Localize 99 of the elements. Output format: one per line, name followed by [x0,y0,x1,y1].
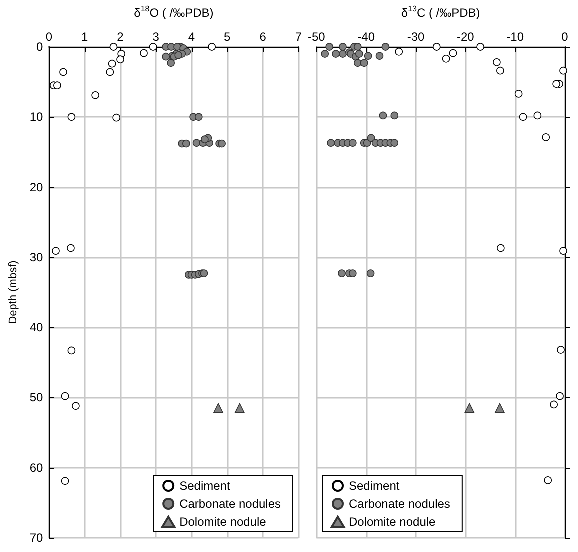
x-tick-label: -30 [407,30,425,44]
point [349,270,357,278]
x-tick-label: -40 [358,30,376,44]
x-tick-label: 6 [260,30,267,44]
point [67,244,75,252]
point [61,477,70,486]
legend-label: Sediment [349,479,400,493]
point [376,52,384,60]
point [112,114,120,122]
point [54,82,62,90]
legend-label: Carbonate nodules [349,497,450,511]
point [214,403,224,414]
point [162,52,170,61]
y-tick-label: 20 [30,180,44,194]
point [354,59,362,68]
point [72,402,80,410]
point [60,68,68,76]
x-tick-label: 4 [188,30,196,44]
legend-label: Dolomite nodule [180,515,267,529]
y-tick-label: 50 [30,390,44,405]
point [382,43,390,51]
point [92,92,100,100]
point [557,346,565,354]
y-tick-label: 30 [30,250,44,264]
x-tick-label: 1 [82,30,89,44]
point [68,113,76,122]
point [61,392,70,400]
point [201,136,209,144]
legend-label: Dolomite nodule [349,515,436,529]
point [367,134,376,142]
y-tick-label: 40 [30,320,44,335]
point [442,55,450,63]
point [519,113,528,122]
point [432,43,441,51]
point [110,43,118,51]
point [542,134,550,142]
point [108,60,116,68]
point [495,403,505,414]
y-axis-title: Depth (mbsf) [8,260,20,324]
legend-label: Sediment [180,479,231,493]
point [182,140,190,148]
x-tick-label: -20 [456,30,475,44]
point [560,247,568,256]
point [332,50,340,58]
point [349,139,357,147]
point [496,66,504,75]
point [339,50,347,58]
x-tick-label: 3 [152,30,160,44]
point [364,52,372,60]
point [192,139,201,147]
point [167,59,176,68]
point [544,476,552,484]
point [390,112,399,120]
point [363,139,372,147]
point [52,247,60,256]
point [218,140,226,148]
point [556,392,564,400]
point [534,112,542,120]
point [476,43,484,51]
y-tick-label: 70 [30,531,44,545]
point [354,43,362,51]
x-tick-label: -50 [308,30,326,44]
point [355,50,364,58]
point [366,270,375,278]
point [464,403,475,414]
point [68,346,76,355]
point [560,66,568,75]
point [395,48,404,56]
point [327,139,335,147]
point [208,43,216,51]
point [390,139,399,147]
point [493,58,501,66]
point [326,43,334,51]
point [379,112,388,120]
y-tick-label: 60 [30,460,44,475]
x-tick-label: 0 [46,30,53,44]
point [360,59,368,68]
point [338,270,346,278]
point [321,50,330,58]
x-tick-label: -10 [506,30,524,44]
point [149,43,158,51]
point [497,244,505,252]
point [234,403,245,414]
legend-label: Carbonate nodules [180,497,282,511]
x-tick-label: 7 [295,30,302,44]
x-tick-label: 5 [224,30,232,44]
point [339,43,347,51]
point [550,400,558,409]
point [106,68,114,76]
point [140,49,148,58]
x-tick-label: 2 [117,30,124,44]
point [195,113,203,122]
y-tick-label: 10 [30,110,44,124]
x-tick-label: 0 [562,30,569,44]
point [514,90,523,98]
point [552,80,560,88]
y-tick-label: 0 [36,40,44,54]
point [449,49,458,58]
point [116,56,124,64]
